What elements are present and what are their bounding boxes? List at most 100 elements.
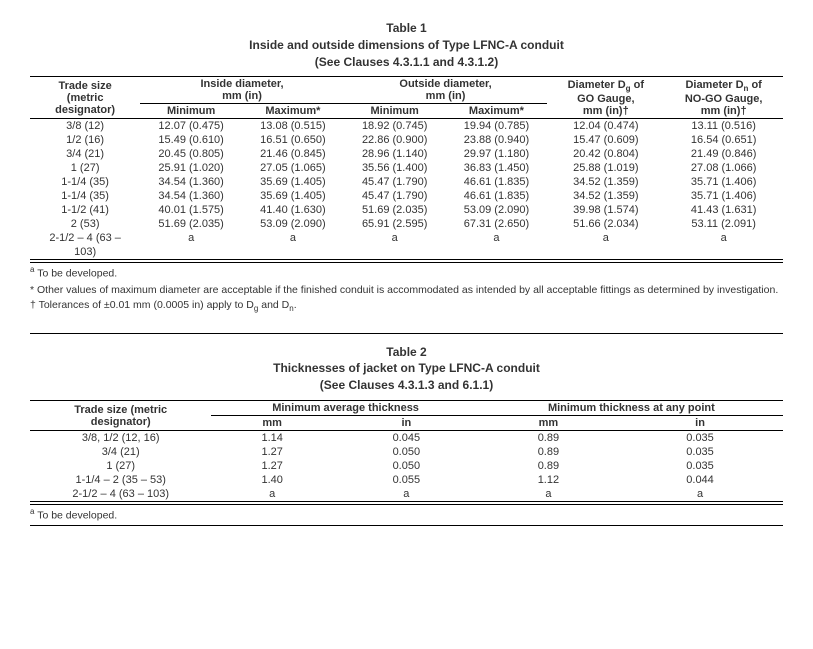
th2-minavg: Minimum average thickness: [211, 401, 479, 416]
cell-value: 41.43 (1.631): [664, 203, 783, 217]
table-row: 1-1/4 (35)34.54 (1.360)35.69 (1.405)45.4…: [30, 175, 783, 189]
table-row: 2 (53)51.69 (2.035)53.09 (2.090)65.91 (2…: [30, 217, 783, 231]
cell-value: a: [242, 231, 344, 245]
cell-value: 35.71 (1.406): [664, 175, 783, 189]
cell-value: 41.40 (1.630): [242, 203, 344, 217]
cell-value: 1.27: [211, 459, 333, 473]
cell-value: a: [211, 487, 333, 502]
cell-value: 22.86 (0.900): [344, 133, 446, 147]
table2-block: Table 2 Thicknesses of jacket on Type LF…: [30, 333, 783, 527]
cell-trade: 1 (27): [30, 161, 140, 175]
table2-title-l3: (See Clauses 4.3.1.3 and 6.1.1): [30, 377, 783, 394]
cell-value: 27.08 (1.066): [664, 161, 783, 175]
cell-value: [664, 245, 783, 260]
table-row: 3/4 (21)1.270.0500.890.035: [30, 445, 783, 459]
th2-minpt: Minimum thickness at any point: [480, 401, 783, 416]
th2-pt-in: in: [617, 416, 783, 431]
cell-value: 0.035: [617, 431, 783, 446]
cell-value: 35.69 (1.405): [242, 175, 344, 189]
cell-value: 25.91 (1.020): [140, 161, 242, 175]
cell-value: 34.52 (1.359): [547, 175, 664, 189]
cell-value: a: [547, 231, 664, 245]
cell-value: 34.54 (1.360): [140, 175, 242, 189]
cell-value: 1.27: [211, 445, 333, 459]
cell-trade: 1/2 (16): [30, 133, 140, 147]
cell-value: 1.40: [211, 473, 333, 487]
cell-value: 15.49 (0.610): [140, 133, 242, 147]
th2-pt-mm: mm: [480, 416, 617, 431]
cell-value: 45.47 (1.790): [344, 175, 446, 189]
cell-value: 67.31 (2.650): [446, 217, 548, 231]
cell-value: 0.89: [480, 459, 617, 473]
cell-trade: 3/4 (21): [30, 445, 211, 459]
th-inside-max: Maximum*: [242, 104, 344, 119]
cell-value: [344, 245, 446, 260]
cell-trade: 3/4 (21): [30, 147, 140, 161]
cell-value: a: [446, 231, 548, 245]
th-outside-min: Minimum: [344, 104, 446, 119]
cell-trade: 1 (27): [30, 459, 211, 473]
table-row: 1-1/4 (35)34.54 (1.360)35.69 (1.405)45.4…: [30, 189, 783, 203]
cell-value: 27.05 (1.065): [242, 161, 344, 175]
cell-value: 40.01 (1.575): [140, 203, 242, 217]
cell-value: 20.45 (0.805): [140, 147, 242, 161]
table1: Trade size (metric designator) Inside di…: [30, 76, 783, 260]
table2-footnotes: a To be developed.: [30, 504, 783, 523]
th2-trade: Trade size (metric designator): [30, 401, 211, 431]
cell-value: a: [617, 487, 783, 502]
cell-trade: 2-1/2 – 4 (63 –: [30, 231, 140, 245]
table1-title-l1: Table 1: [30, 20, 783, 37]
cell-value: [547, 245, 664, 260]
cell-value: 29.97 (1.180): [446, 147, 548, 161]
cell-value: 16.51 (0.650): [242, 133, 344, 147]
cell-value: 45.47 (1.790): [344, 189, 446, 203]
table-row: 3/4 (21)20.45 (0.805)21.46 (0.845)28.96 …: [30, 147, 783, 161]
cell-value: 46.61 (1.835): [446, 189, 548, 203]
footnote2-a: a To be developed.: [30, 507, 783, 523]
footnote-a: a To be developed.: [30, 265, 783, 281]
cell-trade: 103): [30, 245, 140, 260]
cell-value: 13.08 (0.515): [242, 119, 344, 134]
cell-trade: 1-1/2 (41): [30, 203, 140, 217]
cell-value: 65.91 (2.595): [344, 217, 446, 231]
cell-value: 51.66 (2.034): [547, 217, 664, 231]
th-dg: Diameter Dg of GO Gauge, mm (in)†: [547, 77, 664, 119]
cell-value: 0.044: [617, 473, 783, 487]
th-outside: Outside diameter, mm (in): [344, 77, 548, 104]
cell-value: 35.71 (1.406): [664, 189, 783, 203]
cell-value: 34.52 (1.359): [547, 189, 664, 203]
table2-title-l1: Table 2: [30, 344, 783, 361]
table-row: 3/8, 1/2 (12, 16)1.140.0450.890.035: [30, 431, 783, 446]
cell-value: 0.050: [333, 459, 480, 473]
cell-value: 0.89: [480, 431, 617, 446]
table-row: 103): [30, 245, 783, 260]
cell-value: a: [140, 231, 242, 245]
cell-value: 28.96 (1.140): [344, 147, 446, 161]
cell-value: [446, 245, 548, 260]
cell-value: a: [344, 231, 446, 245]
footnote-star: * Other values of maximum diameter are a…: [30, 284, 783, 298]
footnote-dagger: † Tolerances of ±0.01 mm (0.0005 in) app…: [30, 299, 783, 314]
cell-trade: 1-1/4 (35): [30, 189, 140, 203]
table1-title-l2: Inside and outside dimensions of Type LF…: [30, 37, 783, 54]
table-row: 1-1/2 (41)40.01 (1.575)41.40 (1.630)51.6…: [30, 203, 783, 217]
cell-trade: 1-1/4 – 2 (35 – 53): [30, 473, 211, 487]
cell-value: 46.61 (1.835): [446, 175, 548, 189]
table1-title: Table 1 Inside and outside dimensions of…: [30, 20, 783, 70]
cell-value: 16.54 (0.651): [664, 133, 783, 147]
cell-value: [242, 245, 344, 260]
cell-trade: 2-1/2 – 4 (63 – 103): [30, 487, 211, 502]
cell-trade: 3/8, 1/2 (12, 16): [30, 431, 211, 446]
cell-value: 53.09 (2.090): [446, 203, 548, 217]
cell-value: 53.11 (2.091): [664, 217, 783, 231]
cell-value: 34.54 (1.360): [140, 189, 242, 203]
cell-value: 21.46 (0.845): [242, 147, 344, 161]
th-dn: Diameter Dn of NO-GO Gauge, mm (in)†: [664, 77, 783, 119]
cell-value: 15.47 (0.609): [547, 133, 664, 147]
table1-footnotes: a To be developed. * Other values of max…: [30, 262, 783, 314]
th-inside: Inside diameter, mm (in): [140, 77, 344, 104]
cell-value: 0.89: [480, 445, 617, 459]
table-row: 1-1/4 – 2 (35 – 53)1.400.0551.120.044: [30, 473, 783, 487]
cell-value: 35.69 (1.405): [242, 189, 344, 203]
th2-avg-mm: mm: [211, 416, 333, 431]
